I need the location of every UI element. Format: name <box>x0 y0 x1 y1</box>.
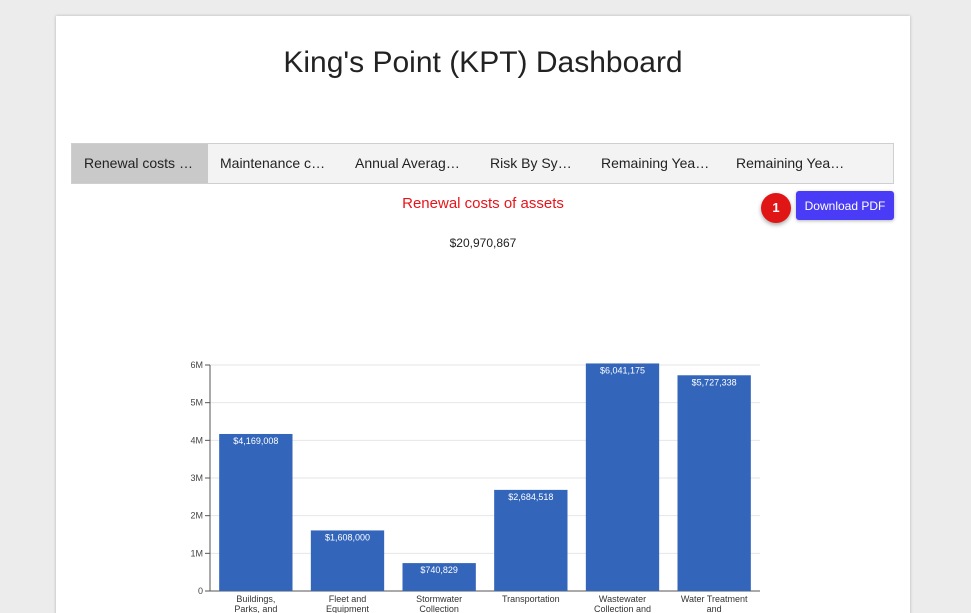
x-tick-label: Water Treatment <box>681 594 748 604</box>
x-tick-label: Collection and <box>594 604 651 613</box>
x-tick-label: Fleet and <box>329 594 367 604</box>
y-tick-label: 1M <box>190 548 203 558</box>
download-pdf-button[interactable]: Download PDF <box>796 191 894 220</box>
bar <box>677 375 751 591</box>
y-tick-label: 2M <box>190 511 203 521</box>
x-tick-label: Collection <box>419 604 459 613</box>
tab-maintenance-costs[interactable]: Maintenance costs <box>220 155 337 171</box>
y-tick-label: 0 <box>198 586 203 596</box>
dashboard-card: King's Point (KPT) Dashboard Renewal cos… <box>56 16 910 613</box>
renewal-cost-bar-chart: 0 1M 2M 3M 4M 5M 6M $4,169,008 Buildings,Parks, … <box>190 360 760 613</box>
data-label: $2,684,518 <box>508 492 553 502</box>
y-tick-label: 3M <box>190 473 203 483</box>
x-tick-label: Equipment <box>326 604 370 613</box>
total-value: $20,970,867 <box>449 236 517 250</box>
data-label: $1,608,000 <box>325 532 370 542</box>
step-badge: 1 <box>761 193 791 223</box>
bar <box>494 489 568 591</box>
tab-remaining-years-2[interactable]: Remaining Years of Life <box>736 155 859 171</box>
data-label: $4,169,008 <box>233 436 278 446</box>
tab-risk-by-system[interactable]: Risk By System <box>490 155 589 171</box>
y-tick-label: 6M <box>190 360 203 370</box>
tab-remaining-years-1[interactable]: Remaining Years of Life <box>601 155 724 171</box>
tab-bar: Renewal costs of assets Maintenance cost… <box>71 143 894 184</box>
tab-annual-average[interactable]: Annual Average Investment <box>355 155 478 171</box>
x-tick-label: Stormwater <box>416 594 462 604</box>
bar <box>219 433 293 591</box>
x-tick-label: Transportation <box>502 594 560 604</box>
x-tick-label: Buildings, <box>236 594 275 604</box>
data-label: $6,041,175 <box>600 365 645 375</box>
data-label: $740,829 <box>420 565 458 575</box>
x-tick-label: Parks, and <box>234 604 277 613</box>
data-label: $5,727,338 <box>692 377 737 387</box>
x-tick-label: and <box>707 604 722 613</box>
y-tick-label: 4M <box>190 435 203 445</box>
page-title: King's Point (KPT) Dashboard <box>283 46 683 79</box>
bar <box>310 530 385 591</box>
x-tick-label: Wastewater <box>599 594 646 604</box>
bar <box>585 363 660 591</box>
tab-renewal-costs[interactable]: Renewal costs of assets <box>72 144 208 183</box>
y-tick-label: 5M <box>190 398 203 408</box>
bar <box>402 563 476 591</box>
section-title: Renewal costs of assets <box>402 195 564 212</box>
